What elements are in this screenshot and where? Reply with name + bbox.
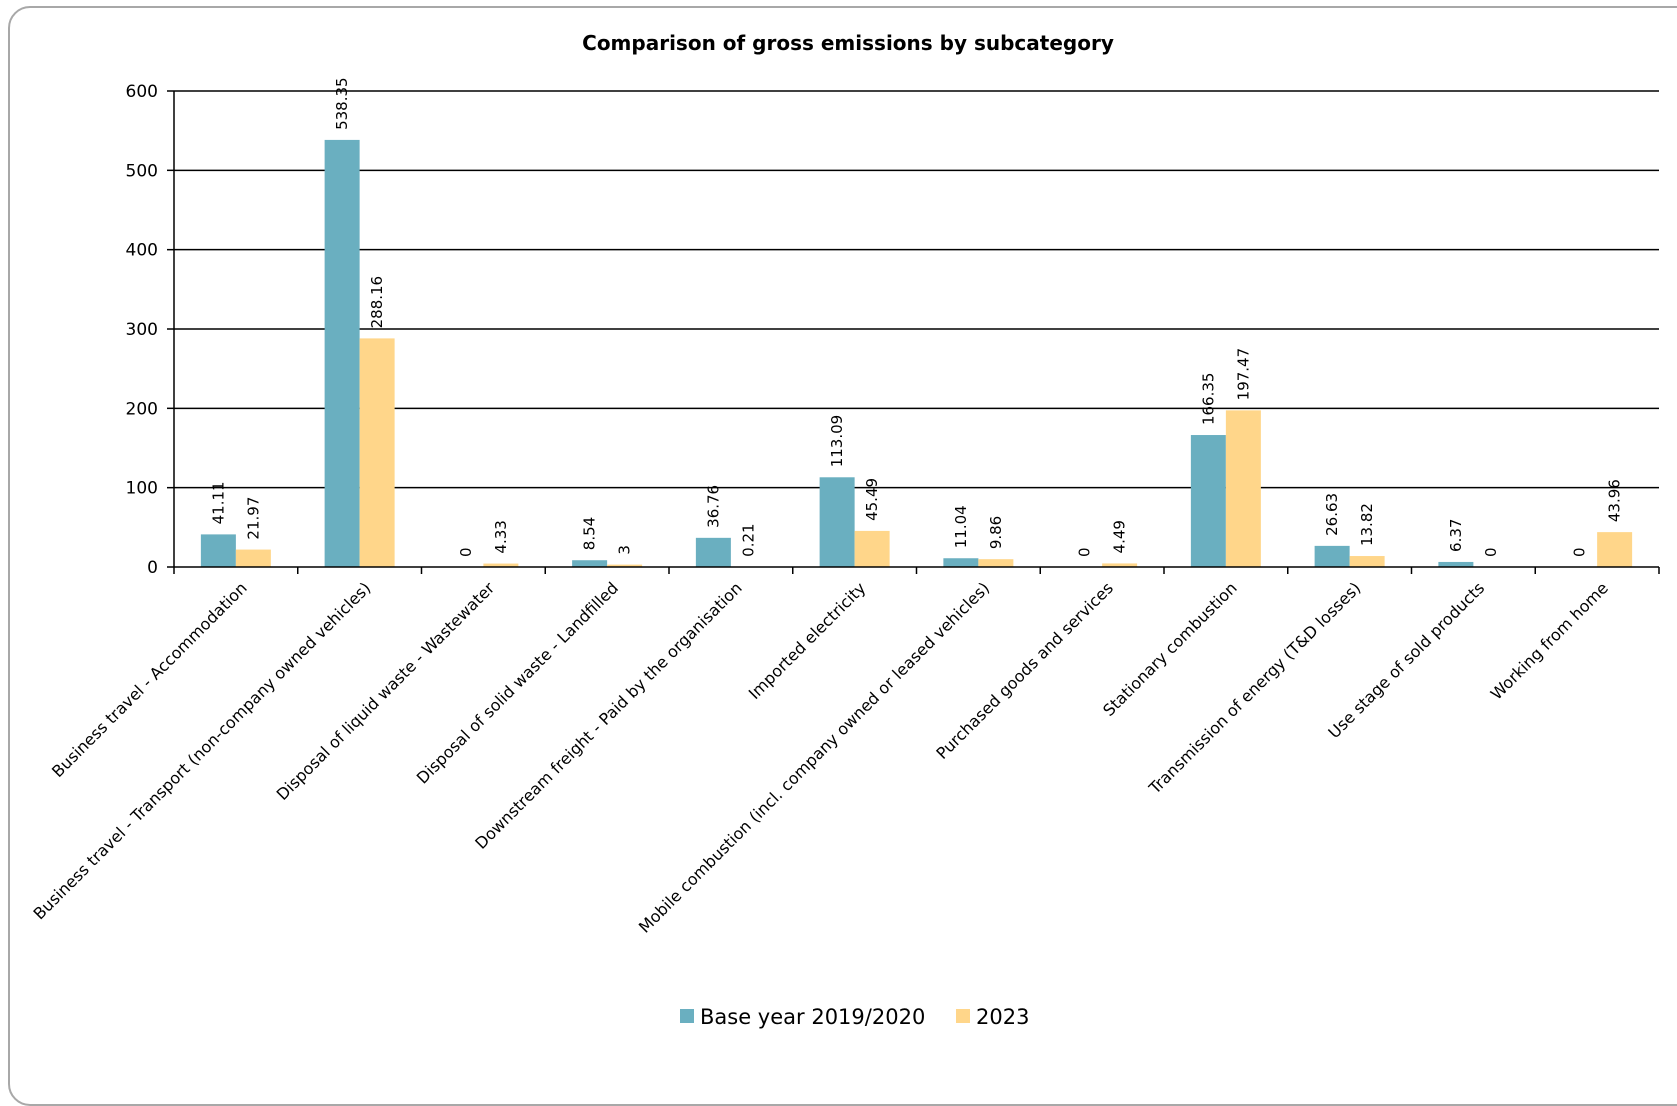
data-label: 11.04: [952, 505, 970, 548]
bar-base-year: [325, 140, 360, 567]
category-label: Imported electricity: [745, 578, 870, 703]
axes: [174, 91, 1659, 574]
gridlines: [174, 91, 1659, 488]
data-labels: 41.11 538.35 0 8.54 36.76 113.09 11.04 0 166.35 2…: [209, 77, 1623, 557]
bar-2023: [855, 531, 890, 567]
data-label: 43.96: [1606, 479, 1624, 522]
data-label: 8.54: [581, 517, 599, 550]
bar-2023: [1226, 410, 1261, 567]
y-tick-label: 600: [126, 82, 158, 102]
x-axis-category-labels: Business travel - AccommodationBusiness …: [30, 578, 1612, 937]
data-label: 113.09: [828, 415, 846, 468]
legend: Base year 2019/2020 2023: [680, 1005, 1029, 1029]
y-tick-label: 200: [126, 399, 158, 419]
bar-2023: [360, 338, 395, 567]
bar-base-year: [696, 538, 731, 567]
data-label: 0: [1482, 547, 1500, 557]
legend-label: Base year 2019/2020: [700, 1005, 925, 1029]
y-axis-ticks: 0 100 200 300 400 500 600: [126, 82, 174, 578]
data-label: 9.86: [987, 516, 1005, 549]
bar-2023: [978, 559, 1013, 567]
bars: [201, 140, 1632, 567]
bar-base-year: [201, 534, 236, 567]
bar-base-year: [1191, 435, 1226, 567]
data-label: 4.49: [1111, 520, 1129, 553]
category-label: Working from home: [1487, 578, 1612, 703]
data-label: 0.21: [739, 523, 757, 556]
data-label: 0: [457, 547, 475, 557]
data-label: 6.37: [1447, 519, 1465, 552]
legend-swatch: [956, 1009, 970, 1023]
data-label: 0: [1571, 547, 1589, 557]
category-label: Disposal of liquid waste - Wastewater: [273, 578, 499, 804]
chart-title: Comparison of gross emissions by subcate…: [582, 31, 1114, 55]
bar-2023: [1350, 556, 1385, 567]
data-label: 26.63: [1323, 493, 1341, 536]
data-label: 21.97: [244, 497, 262, 540]
legend-swatch: [680, 1009, 694, 1023]
data-label: 0: [1076, 547, 1094, 557]
data-label: 41.11: [209, 481, 227, 524]
category-label: Stationary combustion: [1099, 578, 1241, 720]
data-label: 4.33: [492, 520, 510, 553]
y-tick-label: 100: [126, 479, 158, 499]
data-label: 197.47: [1234, 348, 1252, 401]
bar-base-year: [820, 477, 855, 567]
legend-label: 2023: [976, 1005, 1029, 1029]
bar-2023: [1597, 532, 1632, 567]
y-tick-label: 400: [126, 241, 158, 261]
category-label: Downstream freight - Paid by the organis…: [471, 578, 745, 852]
category-label: Disposal of solid waste - Landfilled: [413, 578, 622, 787]
data-label: 3: [616, 545, 634, 555]
bar-base-year: [943, 558, 978, 567]
data-label: 45.49: [863, 478, 881, 521]
bar-2023: [236, 550, 271, 567]
bar-base-year: [1438, 562, 1473, 567]
data-label: 13.82: [1358, 503, 1376, 546]
y-tick-label: 300: [126, 320, 158, 340]
data-label: 538.35: [333, 77, 351, 130]
y-tick-label: 0: [147, 558, 158, 578]
category-label: Business travel - Accommodation: [48, 578, 251, 781]
data-label: 36.76: [704, 485, 722, 528]
data-label: 166.35: [1199, 373, 1217, 426]
y-tick-label: 500: [126, 161, 158, 181]
bar-base-year: [1315, 546, 1350, 567]
data-label: 288.16: [368, 276, 386, 329]
bar-chart: Comparison of gross emissions by subcate…: [0, 0, 1677, 1052]
bar-base-year: [572, 560, 607, 567]
category-label: Transmission of energy (T&D losses): [1145, 578, 1365, 798]
